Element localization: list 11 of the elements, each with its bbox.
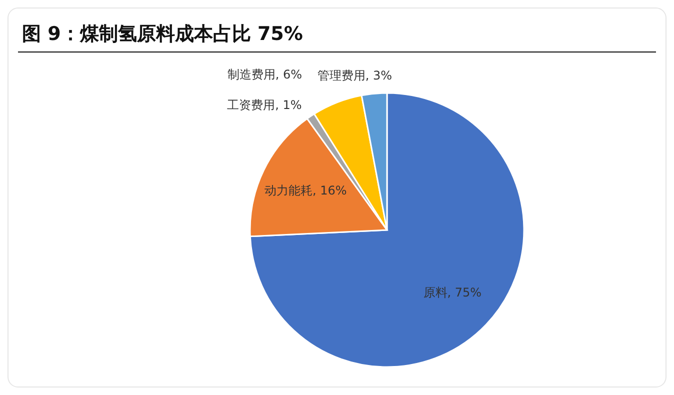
slice-label: 原料 [423,285,448,300]
data-label: , 75% [447,285,482,300]
slice-label: 动力能耗 [264,184,312,198]
data-label: , 16% [312,184,347,198]
slice-label: 工资费用 [227,98,276,112]
data-label: , 3% [365,68,392,83]
slice-label: 管理费用 [317,68,366,83]
data-label: , 1% [275,98,302,112]
slice-label: 制造费用 [227,68,276,82]
chart-title: 图 9：煤制氢原料成本占比 75% [22,23,303,45]
data-label: , 6% [275,68,302,82]
